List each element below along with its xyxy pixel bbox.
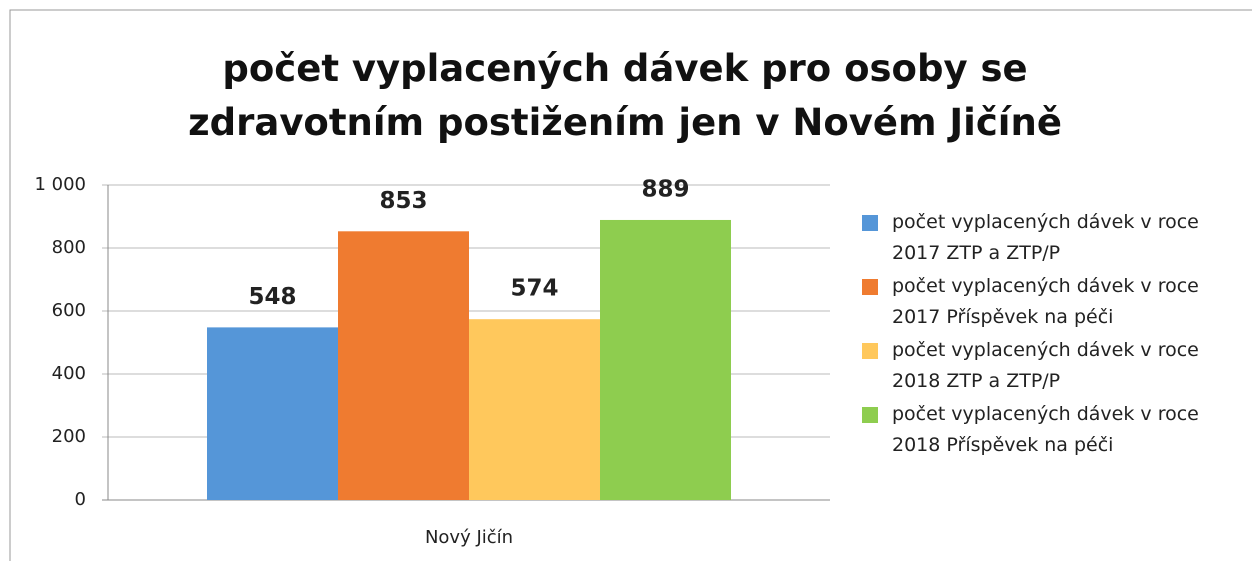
legend-swatch [862, 279, 878, 295]
y-tick-label: 200 [52, 426, 86, 447]
bar [207, 327, 338, 500]
y-tick-label: 400 [52, 363, 86, 384]
legend-label: počet vyplacených dávek v roce 2018 ZTP … [892, 339, 1199, 392]
legend-label: počet vyplacených dávek v roce 2017 ZTP … [892, 211, 1199, 264]
legend-item: počet vyplacených dávek v roce 2017 Přís… [862, 271, 1247, 335]
data-label: 889 [641, 176, 689, 202]
data-label: 574 [510, 276, 558, 302]
legend-swatch [862, 215, 878, 231]
legend-item: počet vyplacených dávek v roce 2018 Přís… [862, 399, 1247, 463]
y-tick-label: 1 000 [34, 174, 86, 195]
chart-title: počet vyplacených dávek pro osoby se zdr… [188, 47, 1062, 144]
bar [338, 231, 469, 500]
bar [600, 219, 731, 500]
legend-item: počet vyplacených dávek v roce 2017 ZTP … [862, 207, 1247, 271]
legend-label: počet vyplacených dávek v roce 2018 Přís… [892, 403, 1199, 456]
data-label: 853 [379, 188, 427, 214]
x-tick-label: Nový Jičín [425, 527, 513, 548]
legend-label: počet vyplacených dávek v roce 2017 Přís… [892, 275, 1199, 328]
chart-border [9, 9, 1252, 561]
bar [469, 319, 600, 500]
legend-swatch [862, 343, 878, 359]
y-tick-label: 800 [52, 237, 86, 258]
y-tick-label: 600 [52, 300, 86, 321]
data-label: 548 [248, 284, 296, 310]
y-tick-label: 0 [75, 489, 86, 510]
legend-item: počet vyplacených dávek v roce 2018 ZTP … [862, 335, 1247, 399]
legend: počet vyplacených dávek v roce 2017 ZTP … [862, 207, 1247, 463]
legend-swatch [862, 407, 878, 423]
